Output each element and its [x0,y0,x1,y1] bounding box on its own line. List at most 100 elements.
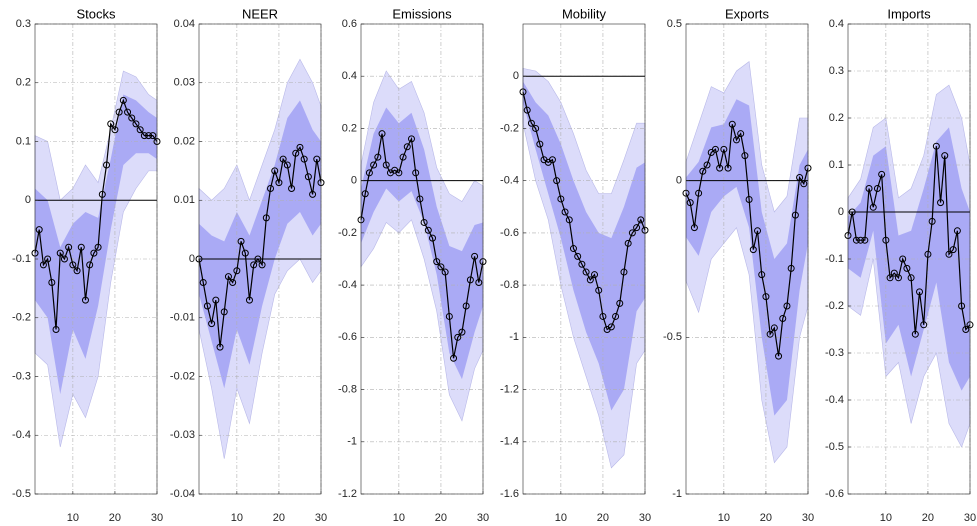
y-tick-label: -0.1 [12,253,31,265]
point-marker [732,136,740,144]
point-marker [586,276,594,284]
point-marker [437,263,445,271]
point-marker [237,237,245,245]
point-marker [532,124,540,132]
point-marker [741,152,749,160]
y-tick-label: -1.6 [500,488,519,500]
point-marker [361,190,369,198]
point-marker [149,132,157,140]
point-marker [395,169,403,177]
x-tick-label: 10 [67,512,79,524]
point-marker [907,274,915,282]
y-tick-label: -1 [509,331,519,343]
point-marker [399,153,407,161]
point-marker [420,218,428,226]
y-tick-label: 0 [676,175,682,187]
point-marker [77,243,85,251]
point-marker [56,249,64,257]
point-marker [695,189,703,197]
point-marker [52,326,60,333]
point-marker [852,236,860,244]
y-tick-label: 0.2 [342,122,357,134]
point-marker [536,140,544,148]
point-marker [94,243,102,251]
y-tick-label: -0.6 [338,331,357,343]
point-marker [403,143,411,151]
point-marker [254,255,262,263]
point-marker [69,261,77,269]
point-marker [466,276,474,284]
point-marker [382,161,390,169]
point-marker [690,224,698,232]
y-tick-label: -1.4 [500,436,519,448]
point-marker [107,120,115,128]
point-marker [300,155,308,163]
point-marker [454,333,462,341]
point-marker [39,261,47,269]
point-marker [220,308,228,316]
point-marker [783,302,791,310]
point-marker [945,250,953,258]
y-tick-label: 0.02 [174,135,195,147]
point-marker [949,246,957,254]
point-marker [86,261,94,269]
axes-box [360,23,484,495]
y-tick-label: 0.3 [16,18,31,30]
point-marker [292,149,300,157]
point-marker [766,330,774,338]
point-marker [73,267,81,275]
point-marker [313,155,321,163]
y-tick-label: -0.04 [170,488,195,500]
point-marker [869,203,877,211]
y-tick-label: -0.8 [500,279,519,291]
point-marker [758,271,766,279]
point-marker [607,323,615,331]
y-tick-label: -1 [672,488,682,500]
axes-box [685,23,809,495]
y-tick-label: -0.4 [500,175,519,187]
x-tick-label: 10 [231,512,243,524]
point-marker [899,255,907,263]
point-marker [916,288,924,296]
y-tick-label: -0.6 [825,488,844,500]
y-tick-label: 0.5 [667,18,682,30]
y-tick-label: 0 [25,194,31,206]
point-marker [762,293,770,301]
y-tick-label: -0.4 [825,394,844,406]
point-marker [212,296,220,304]
point-marker [458,328,466,336]
point-marker [296,143,304,151]
y-tick-label: -1 [347,436,357,448]
confidence-band [35,94,157,395]
point-marker [737,130,745,138]
point-marker [216,343,224,351]
point-marker [775,352,783,360]
point-marker [624,239,632,247]
y-tick-label: 0.1 [829,159,844,171]
y-tick-label: -0.03 [170,429,195,441]
point-marker [140,132,148,140]
point-marker [433,258,441,266]
point-marker [233,267,241,275]
point-marker [279,155,287,163]
y-tick-label: -0.2 [12,312,31,324]
point-marker [716,164,724,172]
point-marker [90,249,98,257]
point-marker [145,132,153,140]
point-marker [462,302,470,310]
point-marker [527,119,535,127]
y-tick-label: -0.8 [338,383,357,395]
y-tick-label: 0 [513,70,519,82]
point-marker [633,224,641,232]
point-marker [65,243,73,251]
point-marker [412,169,420,177]
point-marker [724,164,732,172]
point-marker [637,216,645,224]
point-marker [271,167,279,175]
point-marker [309,190,317,198]
point-marker [686,199,694,207]
panel-title: Imports [887,6,931,21]
y-tick-label: -0.4 [12,429,31,441]
point-marker [928,217,936,225]
